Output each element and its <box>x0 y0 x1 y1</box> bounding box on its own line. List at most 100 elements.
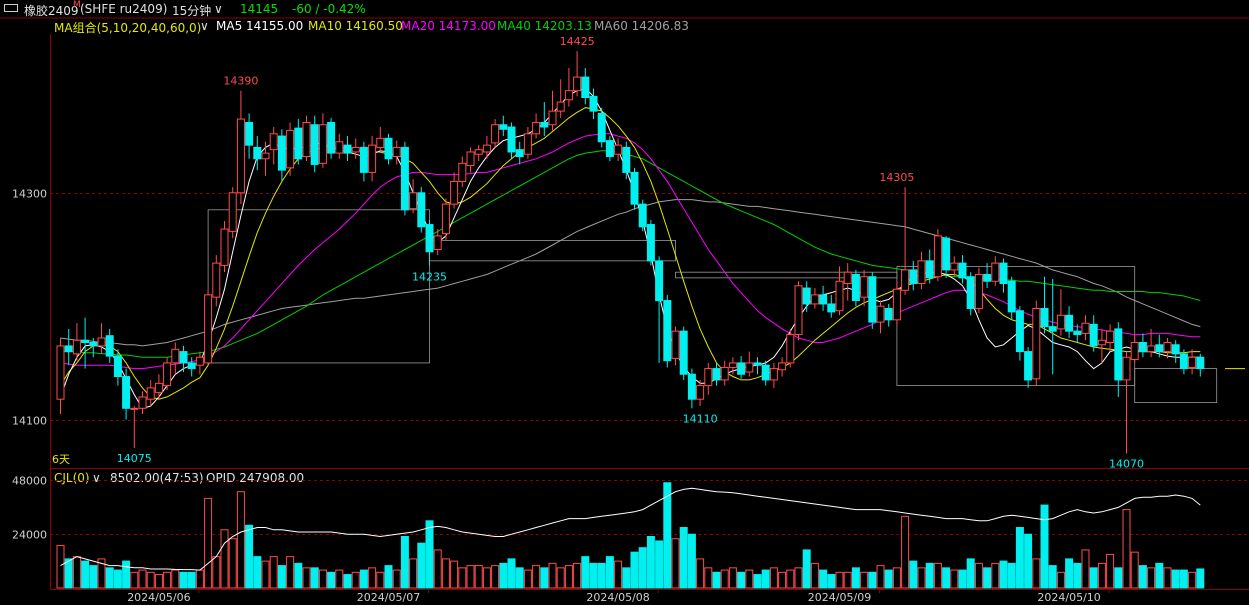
candle-body <box>679 330 688 375</box>
range-box <box>1134 368 1218 404</box>
candle-body <box>179 351 188 364</box>
candle-body <box>810 294 819 305</box>
volume-bar <box>868 571 877 589</box>
volume-bar <box>343 574 352 589</box>
candle-body <box>925 260 934 279</box>
candle-body <box>630 171 639 205</box>
range-box <box>207 209 430 364</box>
price-extreme-label: 14110 <box>683 412 718 425</box>
volume-bar <box>564 565 573 589</box>
volume-bar <box>302 567 311 589</box>
candle-body <box>81 339 90 344</box>
candle-body <box>417 192 426 228</box>
volume-tick-label: 24000 <box>12 529 47 542</box>
volume-bar <box>171 569 180 589</box>
candle-body <box>999 262 1008 285</box>
volume-bar <box>72 556 81 589</box>
candle-body <box>1015 310 1024 353</box>
volume-bar <box>523 569 532 589</box>
candle-body <box>983 273 992 282</box>
volume-bar <box>810 562 819 589</box>
candle-body <box>302 121 311 157</box>
chevron-down-icon[interactable]: ∨ <box>214 2 223 16</box>
candle-body <box>1147 345 1156 353</box>
candle-body <box>105 335 114 357</box>
candle-body <box>474 149 483 155</box>
volume-bar <box>56 544 65 589</box>
candle-body <box>425 224 434 253</box>
candle-body <box>794 285 803 336</box>
volume-bar <box>597 562 606 589</box>
top-toolbar: 橡胶2409 M (SHFE ru2409) 15分钟 ∨ 14145 -60 … <box>0 0 1249 18</box>
candle-body <box>1179 353 1188 370</box>
volume-bar <box>687 533 696 589</box>
volume-bar <box>466 565 475 589</box>
volume-indicator-selector[interactable]: CJL(0) <box>54 471 90 485</box>
volume-bar <box>187 571 196 589</box>
open-interest-value: OPID 247908.00 <box>206 471 305 485</box>
instrument-code: (SHFE ru2409) <box>80 2 168 16</box>
candle-body <box>343 144 352 154</box>
ma20-value: MA20 14173.00 <box>401 19 496 33</box>
ma-combo-selector[interactable]: MA组合(5,10,20,40,60,0) <box>54 21 202 35</box>
period-selector[interactable]: 15分钟 <box>172 4 212 18</box>
volume-bar <box>622 567 631 589</box>
candle-body <box>1073 330 1082 336</box>
candle-body <box>376 137 385 148</box>
volume-bar <box>786 569 795 589</box>
candle-body <box>286 129 295 169</box>
volume-bar <box>441 558 450 589</box>
candle-body <box>64 345 73 353</box>
volume-bar <box>1073 562 1082 589</box>
volume-bar <box>1097 562 1106 589</box>
ma10-value: MA10 14160.50 <box>308 19 403 33</box>
volume-bar <box>630 551 639 589</box>
candle-body <box>228 192 237 232</box>
volume-bar <box>581 556 590 589</box>
candle-body <box>269 133 278 151</box>
candle-body <box>966 276 975 309</box>
candle-body <box>187 362 196 370</box>
volume-bar <box>400 535 409 589</box>
volume-bar <box>359 569 368 589</box>
last-price: 14145 <box>240 2 279 16</box>
volume-bar <box>64 558 73 589</box>
volume-bar <box>1048 565 1057 589</box>
chevron-down-icon[interactable]: ∨ <box>200 19 209 33</box>
candle-body <box>917 260 926 285</box>
price-extreme-label: 14305 <box>879 171 914 184</box>
volume-bar <box>802 549 811 589</box>
candle-body <box>597 112 606 143</box>
volume-bar <box>655 540 664 589</box>
candle-body <box>974 273 983 309</box>
volume-bar <box>1015 527 1024 589</box>
range-box <box>429 240 676 262</box>
candle-body <box>253 146 262 160</box>
volume-bar <box>966 558 975 589</box>
candle-body <box>876 305 885 323</box>
volume-bar <box>605 556 614 589</box>
volume-bar <box>491 565 500 589</box>
volume-bar <box>335 569 344 589</box>
candle-body <box>564 90 573 101</box>
candle-body <box>638 203 647 228</box>
volume-bar <box>384 565 393 589</box>
candle-body <box>1056 314 1065 330</box>
volume-bar <box>1147 567 1156 589</box>
candle-body <box>835 280 844 312</box>
volume-bar <box>556 567 565 589</box>
candle-body <box>56 345 65 400</box>
candle-body <box>942 237 951 271</box>
volume-bar <box>425 520 434 589</box>
instrument-title[interactable]: 橡胶2409 <box>24 4 79 18</box>
candle-body <box>146 387 155 400</box>
candle-body <box>392 146 401 157</box>
volume-bar <box>1155 562 1164 589</box>
chevron-down-icon[interactable]: ∨ <box>92 471 101 485</box>
instrument-title-superscript: M <box>73 0 81 10</box>
volume-bar <box>999 560 1008 589</box>
volume-bar <box>958 569 967 589</box>
window-restore-icon[interactable] <box>4 4 18 12</box>
volume-bar <box>761 569 770 589</box>
